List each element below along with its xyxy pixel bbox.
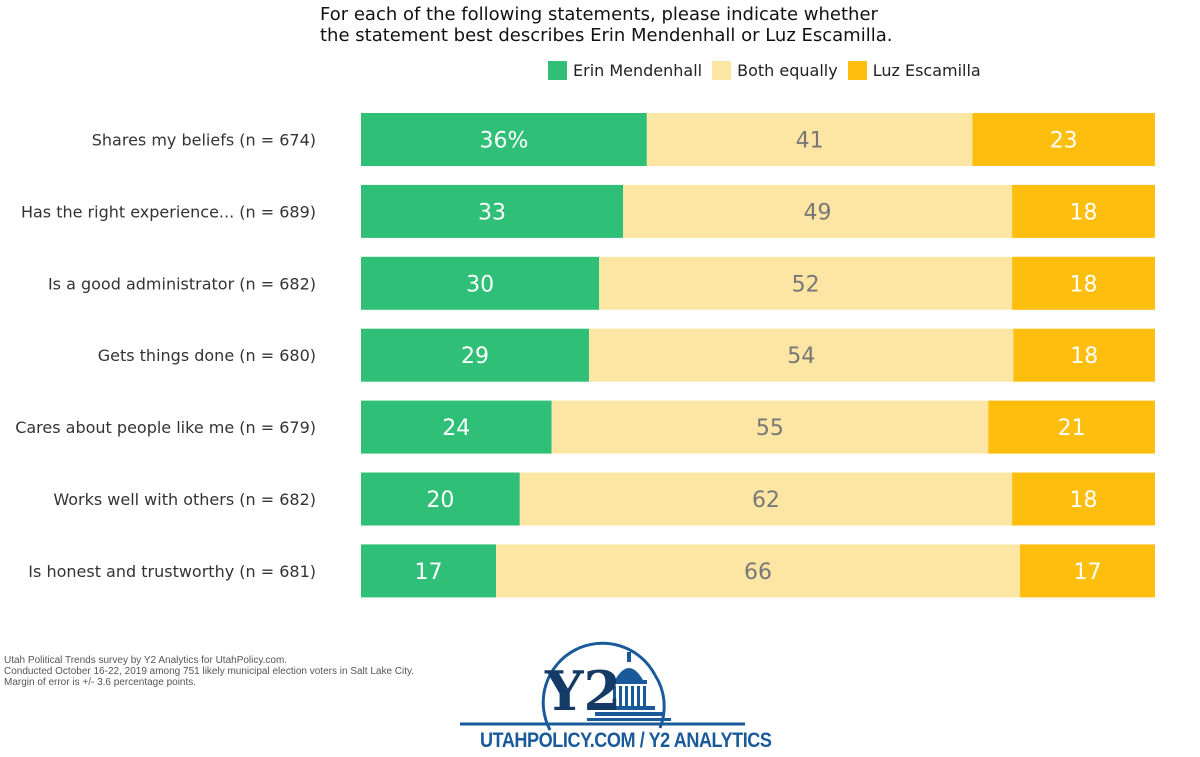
logo-text: UTAHPOLICY.COM / Y2 ANALYTICS xyxy=(479,729,772,752)
data-label: 18 xyxy=(1070,200,1098,225)
bar-segment xyxy=(972,113,1155,166)
bar-segment xyxy=(1013,328,1155,382)
bar-segment xyxy=(1012,184,1155,238)
bar-segment xyxy=(361,544,496,598)
chart-title: For each of the following statements, pl… xyxy=(320,4,1020,46)
data-label: 49 xyxy=(804,200,832,225)
chart-title-line-2: the statement best describes Erin Menden… xyxy=(320,25,893,46)
bar-segment xyxy=(1012,256,1155,310)
category-label: Cares about people like me (n = 679) xyxy=(15,418,316,437)
data-label: 62 xyxy=(752,488,780,513)
bar-segment xyxy=(1012,472,1155,526)
bar-segment xyxy=(1020,544,1155,598)
legend-label-erin-mendenhall: Erin Mendenhall xyxy=(573,60,703,80)
data-label: 18 xyxy=(1070,272,1098,297)
legend-swatch-both-equally xyxy=(712,60,732,80)
survey-note-margin: Margin of error is +/- 3.6 percentage po… xyxy=(4,677,197,688)
data-label: 41 xyxy=(796,129,824,154)
data-label: 18 xyxy=(1070,488,1098,513)
bar-segment xyxy=(361,256,600,310)
category-label: Is a good administrator (n = 682) xyxy=(48,274,316,293)
legend-item-luz-escamilla: Luz Escamilla xyxy=(847,60,981,80)
data-label: 55 xyxy=(756,416,784,441)
category-label: Shares my beliefs (n = 674) xyxy=(92,131,316,150)
bar-segment xyxy=(361,184,624,238)
bar-segment xyxy=(361,400,552,454)
logo-arc-icon xyxy=(541,641,657,731)
bar-segment xyxy=(361,328,589,382)
category-label: Is honest and trustworthy (n = 681) xyxy=(28,562,316,581)
data-label: 66 xyxy=(744,560,772,585)
bar-segment xyxy=(519,472,1013,526)
capitol-dome-icon xyxy=(587,652,671,721)
data-label: 54 xyxy=(787,344,815,369)
legend-label-luz-escamilla: Luz Escamilla xyxy=(872,60,981,80)
bar-segment xyxy=(646,113,973,166)
data-label: 52 xyxy=(792,272,820,297)
data-label: 17 xyxy=(414,560,442,585)
data-label: 24 xyxy=(442,416,470,441)
bar-segment xyxy=(588,328,1014,382)
survey-notes: Utah Political Trends survey by Y2 Analy… xyxy=(4,655,414,688)
legend-swatch-luz-escamilla xyxy=(847,60,867,80)
legend: Erin Mendenhall Both equally Luz Escamil… xyxy=(548,59,991,81)
data-label: 30 xyxy=(466,272,494,297)
bar-segment xyxy=(988,400,1155,454)
chart-title-line-1: For each of the following statements, pl… xyxy=(320,4,878,25)
logo-mark: Y2 xyxy=(544,659,621,723)
stacked-bar-chart: Shares my beliefs (n = 674) 36% 41 23 Has th… xyxy=(15,113,1155,598)
data-label: 18 xyxy=(1070,344,1098,369)
bar-segment xyxy=(551,400,989,454)
bar-segment xyxy=(361,472,520,526)
legend-swatch-erin-mendenhall xyxy=(548,60,567,80)
data-label: 20 xyxy=(426,488,454,513)
data-label: 36% xyxy=(479,129,528,154)
category-label: Gets things done (n = 680) xyxy=(98,346,316,365)
bar-segment xyxy=(623,184,1013,238)
data-label: 29 xyxy=(461,344,489,369)
data-label: 17 xyxy=(1074,560,1102,585)
legend-label-both-equally: Both equally xyxy=(737,60,838,80)
data-label: 23 xyxy=(1050,129,1078,154)
survey-note-source: Utah Political Trends survey by Y2 Analy… xyxy=(4,655,288,666)
legend-item-both-equally: Both equally xyxy=(712,60,838,80)
bar-segment xyxy=(495,544,1021,598)
category-label: Works well with others (n = 682) xyxy=(53,490,316,509)
bar-segment xyxy=(599,256,1013,310)
data-label: 33 xyxy=(478,200,506,225)
legend-item-erin-mendenhall: Erin Mendenhall xyxy=(548,60,703,80)
survey-note-method: Conducted October 16-22, 2019 among 751 … xyxy=(4,666,415,677)
category-label: Has the right experience... (n = 689) xyxy=(21,202,316,221)
data-label: 21 xyxy=(1058,416,1086,441)
y2-analytics-logo: Y2 xyxy=(460,641,745,731)
bar-segment xyxy=(361,113,647,166)
